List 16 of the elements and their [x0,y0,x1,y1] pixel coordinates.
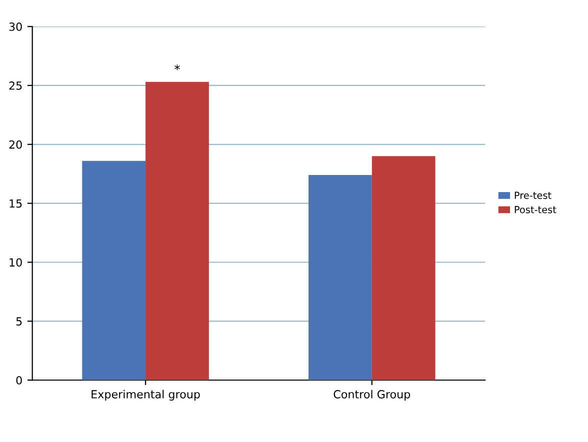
y-tick-label: 20 [9,140,22,149]
bar [372,156,436,380]
legend-label: Pre-test [514,192,552,200]
bar [82,160,146,380]
y-tick-label: 10 [10,258,22,267]
legend-label: Post-test [514,206,556,214]
bar [146,82,209,380]
x-tick-label: Control Group [334,390,410,401]
x-tick-label: Experimental group [92,390,200,401]
y-tick-label: 5 [16,317,22,326]
y-tick-label: 30 [9,22,22,31]
bar [308,175,372,380]
y-tick-label: 15 [10,199,22,208]
y-tick-label: 0 [16,376,22,384]
y-tick-label: 25 [9,81,22,90]
annotation: * [174,64,180,70]
